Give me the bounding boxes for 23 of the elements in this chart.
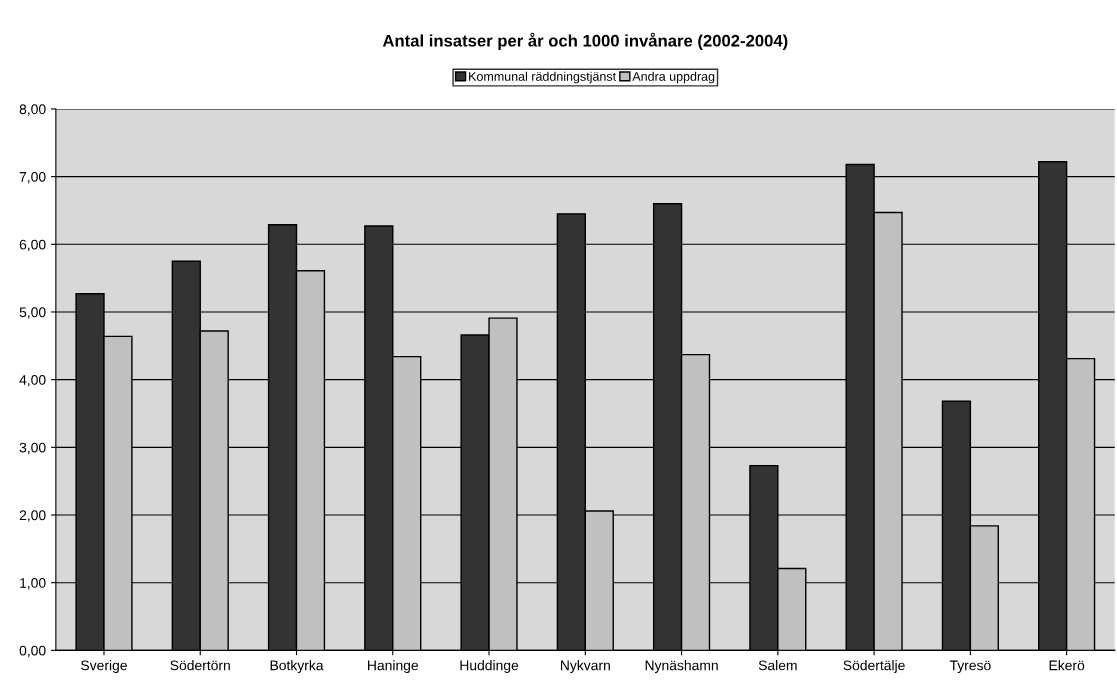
x-tick-label: Tyresö xyxy=(949,660,991,674)
x-tick-label: Södertörn xyxy=(170,660,230,671)
x-tick-label: Haninge xyxy=(368,660,419,674)
legend-label: Kommunal räddningstjänst xyxy=(469,71,616,84)
x-tick-label: Sverige xyxy=(81,660,127,674)
x-tick-label: Salem xyxy=(758,660,797,671)
y-tick-label: 5,00 xyxy=(19,307,46,319)
y-tick-label: 1,00 xyxy=(20,578,46,590)
y-tick-label: 7,00 xyxy=(19,171,46,184)
y-tick-label: 4,00 xyxy=(19,374,46,387)
x-tick-label: Nykvarn xyxy=(560,660,610,674)
chart-title: Antal insatser per år och 1000 invånare (2002-2004) xyxy=(382,32,788,50)
y-tick-label: 2,00 xyxy=(19,510,46,522)
legend-label: Andra uppdrag xyxy=(632,71,715,84)
y-tick-label: 0,00 xyxy=(19,645,46,658)
x-tick-label: Södertälje xyxy=(843,660,905,674)
x-tick-label: Huddinge xyxy=(460,660,519,674)
x-tick-label: Ekerö xyxy=(1049,660,1085,671)
y-tick-label: 8,00 xyxy=(19,104,46,116)
x-tick-label: Nynäshamn xyxy=(645,660,718,674)
x-tick-label: Botkyrka xyxy=(270,660,324,674)
y-tick-label: 6,00 xyxy=(19,239,46,252)
y-tick-label: 3,00 xyxy=(19,442,46,455)
